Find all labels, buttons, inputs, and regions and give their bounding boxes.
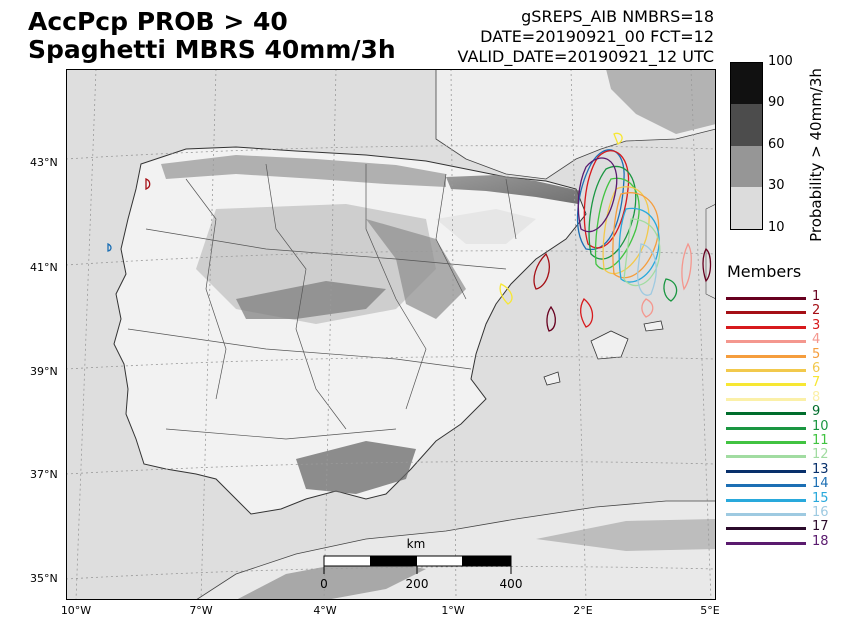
- colorbar-tick-100: 100: [768, 54, 793, 69]
- colorbar-tick-60: 60: [768, 137, 785, 152]
- lat-label-43: 43°N: [30, 156, 58, 169]
- member-line-swatch: [726, 340, 806, 344]
- colorbar-tick-30: 30: [768, 178, 785, 193]
- colorbar-tick-90: 90: [768, 95, 785, 110]
- member-number: 13: [812, 461, 829, 477]
- member-line-swatch: [726, 441, 806, 444]
- lon-label-4w: 4°W: [313, 604, 337, 617]
- graticule: [66, 69, 716, 600]
- meta-model: gSREPS_AIB NMBRS=18: [521, 7, 714, 26]
- member-line-swatch: [726, 297, 806, 300]
- meta-date: DATE=20190921_00 FCT=12: [480, 27, 714, 46]
- member-line-swatch: [726, 426, 806, 430]
- colorbar-segment-60-90: [731, 104, 762, 146]
- cantabrian-relief: [161, 155, 446, 187]
- ebro-valley: [436, 209, 536, 244]
- colorbar: [730, 62, 763, 230]
- lon-label-10w: 10°W: [60, 604, 92, 617]
- member-number: 2: [812, 303, 821, 319]
- member-number: 5: [812, 346, 821, 362]
- scale-bar-tick-0: 0: [320, 577, 328, 591]
- member-line-swatch: [726, 469, 806, 473]
- alps-relief: [606, 69, 716, 134]
- colorbar-segment-30-60: [731, 146, 762, 187]
- member-line-swatch: [726, 397, 806, 401]
- member-number: 7: [812, 375, 821, 391]
- member-number: 8: [812, 389, 821, 405]
- member-number: 15: [812, 490, 829, 506]
- colorbar-label-wrap: Probability > 40mm/3h: [806, 60, 826, 250]
- map-panel: [66, 69, 716, 600]
- member-line-swatch: [726, 383, 806, 387]
- member-line-swatch: [726, 369, 806, 372]
- lon-label-1w: 1°W: [441, 604, 465, 617]
- spaghetti-contours: [107, 132, 712, 332]
- central-system-relief: [236, 281, 386, 319]
- iberian-system-relief: [366, 219, 466, 319]
- member-number: 6: [812, 361, 821, 376]
- betic-relief: [296, 441, 416, 494]
- scale-bar: [323, 555, 512, 574]
- colorbar-tick-10: 10: [768, 220, 785, 235]
- lat-label-35: 35°N: [30, 572, 58, 585]
- member-number: 4: [812, 332, 821, 348]
- member-number: 12: [812, 447, 829, 463]
- member-line-swatch: [726, 527, 806, 531]
- colorbar-segment-10-30: [731, 187, 762, 229]
- atlas-relief-east: [536, 519, 716, 551]
- member-number: 17: [812, 519, 829, 535]
- region-borders: [127, 163, 517, 440]
- lat-label-37: 37°N: [30, 468, 58, 481]
- member-number: 10: [812, 418, 829, 434]
- colorbar-label: Probability > 40mm/3h: [807, 68, 825, 242]
- member-number: 16: [812, 505, 829, 520]
- member-line-swatch: [726, 513, 806, 516]
- member-line-swatch: [726, 541, 806, 545]
- members-legend-title: Members: [727, 262, 802, 281]
- lat-label-39: 39°N: [30, 365, 58, 378]
- lon-label-2e: 2°E: [573, 604, 593, 617]
- colorbar-segment-90-100: [731, 63, 762, 104]
- lon-label-7w: 7°W: [189, 604, 213, 617]
- member-line-swatch: [726, 354, 806, 358]
- member-line-swatch: [726, 498, 806, 502]
- scale-bar-tick-200: 200: [405, 577, 429, 591]
- member-line-swatch: [726, 412, 806, 416]
- member-number: 9: [812, 404, 821, 420]
- member-number: 3: [812, 317, 821, 333]
- scale-bar-tick-400: 400: [499, 577, 523, 591]
- member-number: 14: [812, 476, 829, 492]
- pyrenees-relief: [446, 175, 581, 204]
- member-line-swatch: [726, 311, 806, 315]
- title-line-1: AccPcp PROB > 40: [28, 7, 288, 36]
- lat-label-41: 41°N: [30, 261, 58, 274]
- member-line-swatch: [726, 455, 806, 459]
- member-number: 18: [812, 533, 829, 549]
- scale-bar-unit: km: [406, 537, 426, 551]
- member-line-swatch: [726, 325, 806, 329]
- member-number: 1: [812, 289, 821, 304]
- title-line-2: Spaghetti MBRS 40mm/3h: [28, 35, 396, 64]
- mallorca-land: [590, 330, 629, 360]
- lon-label-5e: 5°E: [700, 604, 720, 617]
- meta-valid-date: VALID_DATE=20190921_12 UTC: [457, 47, 714, 66]
- ibiza-land: [543, 371, 561, 386]
- menorca-land: [643, 320, 664, 332]
- member-number: 11: [812, 433, 829, 448]
- member-line-swatch: [726, 484, 806, 488]
- atlas-relief: [236, 559, 426, 600]
